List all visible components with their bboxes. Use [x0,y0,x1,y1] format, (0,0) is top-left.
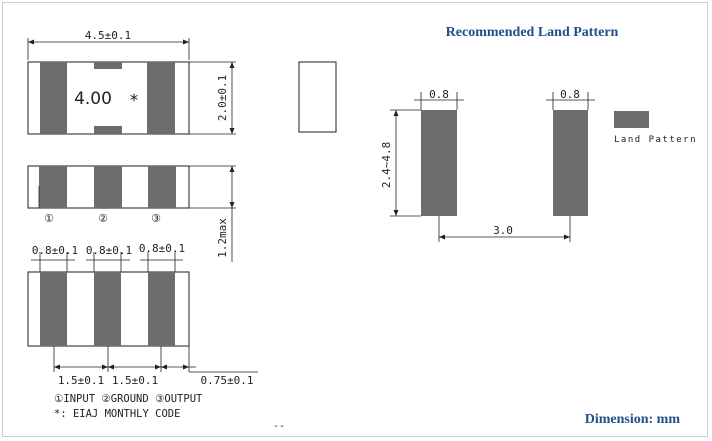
top-terminal-1 [40,62,67,134]
marking-code-note: *: EIAJ MONTHLY CODE [54,408,180,420]
land-pattern-legend-swatch [614,111,649,128]
terminal-label-2: ② [98,212,108,225]
front-view: ① ② ③ 1.2max [27,165,236,262]
front-terminal-2 [94,166,122,208]
edge-dimension: 0.75±0.1 [201,374,254,387]
land-pad-width-left: 0.8 [429,88,449,101]
pin-legend-note: ①INPUT ②GROUND ③OUTPUT [54,393,203,405]
top-ground-tab-upper [94,62,122,69]
bottom-view: 0.8±0.1 0.8±0.1 0.8±0.1 1.5±0.1 1.5±0.1 … [27,242,258,387]
top-terminal-3 [147,62,175,134]
front-terminal-3 [148,166,176,208]
diagram-frame [2,2,708,437]
marking-value: 4.00 [74,89,112,109]
top-width-dimension: 4.5±0.1 [85,29,131,42]
pad-width-dimension-1: 0.8±0.1 [32,244,78,257]
land-pad-right [553,110,588,216]
pad-width-dimension-2: 0.8±0.1 [86,244,132,257]
top-ground-tab-lower [94,126,122,134]
marking-symbol: * [130,91,139,111]
bottom-pad-3 [148,272,175,346]
land-pattern-legend-label: Land Pattern [614,135,697,145]
front-height-dimension: 1.2max [216,218,229,258]
land-pattern-title: Recommended Land Pattern [446,25,619,40]
terminal-label-3: ③ [151,212,161,225]
bottom-pad-2 [94,272,121,346]
land-pad-length: 2.4~4.8 [380,142,393,188]
terminal-label-1: ① [44,212,54,225]
top-view: 4.5±0.1 4.00 * 2.0±0.1 [27,29,236,135]
side-view-body [298,61,337,133]
dimension-unit-note: Dimension: mm [585,412,681,427]
footer-small-mark: -- [273,421,285,432]
land-pad-left [421,110,457,216]
land-pad-spacing: 3.0 [493,224,513,237]
pitch-dimension-1: 1.5±0.1 [58,374,104,387]
pad-width-dimension-3: 0.8±0.1 [139,242,185,255]
front-terminal-1 [39,166,67,208]
land-pad-width-right: 0.8 [560,88,580,101]
bottom-pad-1 [40,272,67,346]
land-pattern-section: Recommended Land Pattern 0.8 0.8 2.4~4.8… [380,25,697,242]
top-height-dimension: 2.0±0.1 [216,75,229,121]
pitch-dimension-2: 1.5±0.1 [112,374,158,387]
